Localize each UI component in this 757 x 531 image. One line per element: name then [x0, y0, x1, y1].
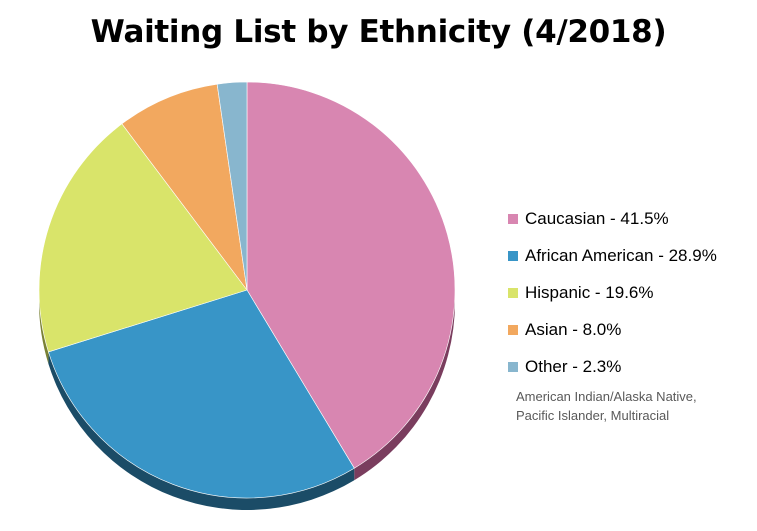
pie-side-hispanic [39, 290, 49, 364]
legend-item-caucasian: Caucasian - 41.5% [508, 206, 753, 231]
legend-item-african-american: African American - 28.9% [508, 243, 753, 268]
pie-slice-caucasian [246, 81, 456, 469]
legend-swatch-other [508, 361, 518, 372]
legend-label-hispanic: Hispanic - 19.6% [525, 282, 654, 302]
legend-swatch-asian [508, 324, 518, 335]
legend-note-line-1: American Indian/Alaska Native, [516, 389, 697, 404]
legend-swatch-hispanic [508, 287, 518, 298]
legend-item-asian: Asian - 8.0% [508, 317, 753, 342]
legend-label-african-american: African American - 28.9% [525, 245, 717, 265]
pie-side-african-american [48, 351, 355, 510]
legend-label-caucasian: Caucasian - 41.5% [525, 208, 669, 228]
pie-slices [38, 81, 456, 499]
pie-slice-asian [121, 83, 248, 291]
legend-swatch-caucasian [508, 213, 518, 224]
pie-slice-african-american [48, 289, 355, 499]
legend-label-asian: Asian - 8.0% [525, 319, 622, 339]
legend-note-line-2: Pacific Islander, Multiracial [516, 408, 670, 423]
pie-depth [39, 290, 455, 510]
chart-title: Waiting List by Ethnicity (4/2018) [90, 14, 667, 50]
pie-slice-other [216, 81, 248, 291]
legend: Caucasian - 41.5% African American - 28.… [508, 206, 753, 425]
legend-label-other: Other - 2.3% [525, 356, 622, 376]
legend-swatch-african-american [508, 250, 518, 261]
pie-side-caucasian [354, 290, 455, 481]
legend-other-note: American Indian/Alaska Native, Pacific I… [516, 387, 753, 425]
legend-item-other: Other - 2.3% [508, 354, 753, 379]
legend-item-hispanic: Hispanic - 19.6% [508, 280, 753, 305]
pie-slice-hispanic [38, 123, 248, 353]
